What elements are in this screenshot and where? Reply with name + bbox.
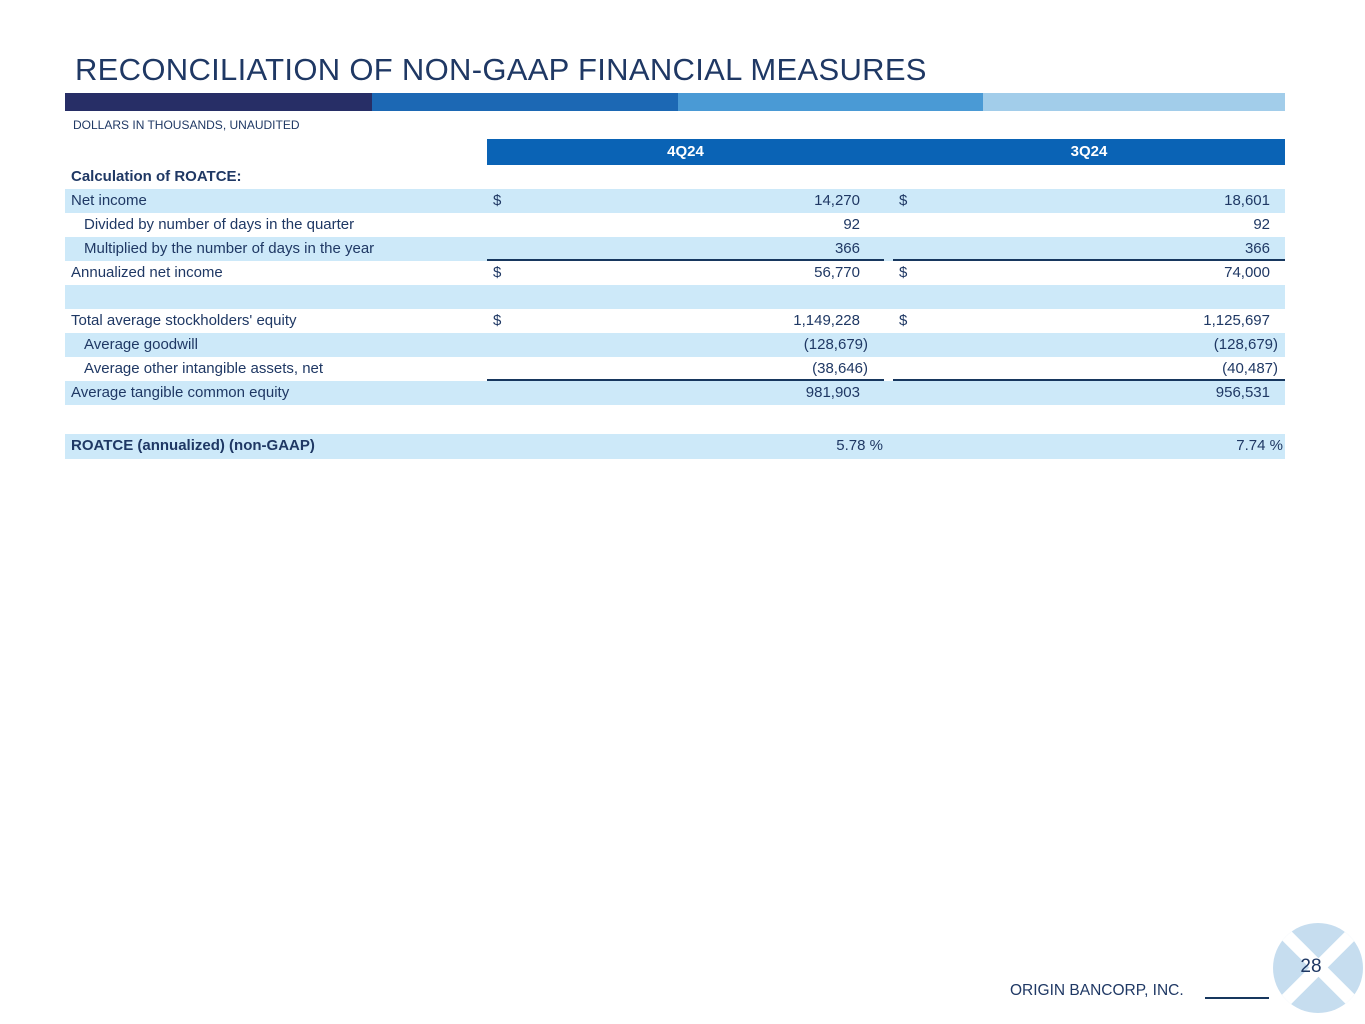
- value-3q24-cell: 366: [893, 237, 1285, 261]
- value-4q24-cell: (38,646): [487, 357, 884, 381]
- value-3q24-cell: [893, 165, 1285, 189]
- row-label: Average other intangible assets, net: [84, 360, 324, 377]
- value-4q24: 14,270: [814, 192, 860, 209]
- column-gap: [884, 213, 893, 237]
- row-label: Average goodwill: [84, 336, 198, 353]
- column-gap: [884, 165, 893, 189]
- origin-bancorp-logo-icon: [1273, 923, 1363, 1013]
- dollar-sign: $: [493, 192, 502, 209]
- value-4q24: 56,770: [814, 264, 860, 281]
- value-4q24: 366: [834, 240, 860, 257]
- value-4q24-cell: [487, 165, 884, 189]
- value-3q24-cell: (128,679): [893, 333, 1285, 357]
- table-row: Average tangible common equity 981,903 956…: [65, 381, 1285, 405]
- row-label: Annualized net income: [71, 264, 223, 281]
- value-3q24-cell: $74,000: [893, 261, 1285, 285]
- column-gap: [884, 381, 893, 405]
- value-4q24-cell: $1,149,228: [487, 309, 884, 333]
- value-4q24-cell: $14,270: [487, 189, 884, 213]
- spacer-row: [65, 405, 1285, 434]
- value-4q24: (38,646): [812, 360, 868, 377]
- column-gap: [884, 434, 893, 459]
- column-gap: [884, 309, 893, 333]
- value-3q24-cell: 956,531: [893, 381, 1285, 405]
- dollar-sign: $: [493, 312, 502, 329]
- column-gap: [884, 333, 893, 357]
- table-row: Annualized net income $56,770 $74,000: [65, 261, 1285, 285]
- table-row: Average goodwill (128,679) (128,679): [65, 333, 1285, 357]
- value-3q24-cell: $1,125,697: [893, 309, 1285, 333]
- value-3q24: 92: [1253, 216, 1270, 233]
- value-4q24-cell: 366: [487, 237, 884, 261]
- value-3q24: 74,000: [1224, 264, 1270, 281]
- value-3q24: (40,487): [1222, 360, 1278, 377]
- dollar-sign: $: [899, 264, 908, 281]
- column-header-gap: [884, 139, 893, 165]
- value-3q24: 956,531: [1215, 384, 1270, 401]
- dollar-sign: $: [493, 264, 502, 281]
- accent-bar-segment-4: [983, 93, 1285, 111]
- dollar-sign: $: [899, 312, 908, 329]
- dollar-sign: $: [899, 192, 908, 209]
- value-4q24-cell: 92: [487, 213, 884, 237]
- accent-color-bar: [65, 93, 1285, 111]
- value-4q24-cell: $56,770: [487, 261, 884, 285]
- footer-company-name: ORIGIN BANCORP, INC.: [1010, 982, 1184, 999]
- column-gap: [884, 237, 893, 261]
- table-row: ROATCE (annualized) (non-GAAP) 5.78 % 7.74…: [65, 434, 1285, 459]
- table-header-bar: 4Q24 3Q24: [487, 139, 1285, 165]
- units-note: DOLLARS IN THOUSANDS, UNAUDITED: [73, 118, 300, 132]
- row-label: ROATCE (annualized) (non-GAAP): [71, 437, 315, 454]
- table-row: Divided by number of days in the quarter…: [65, 213, 1285, 237]
- section-header-row: Calculation of ROATCE:: [65, 165, 1285, 189]
- page-title: RECONCILIATION OF NON-GAAP FINANCIAL MEA…: [75, 52, 927, 87]
- column-gap: [884, 189, 893, 213]
- column-header-4q24: 4Q24: [667, 143, 704, 160]
- value-4q24-cell: (128,679): [487, 333, 884, 357]
- value-3q24: 1,125,697: [1203, 312, 1270, 329]
- value-4q24-cell: 5.78 %: [487, 434, 884, 459]
- value-4q24: 92: [843, 216, 860, 233]
- value-3q24-cell: $18,601: [893, 189, 1285, 213]
- value-3q24-cell: 92: [893, 213, 1285, 237]
- accent-bar-segment-2: [372, 93, 678, 111]
- table-row: Net income $14,270 $18,601: [65, 189, 1285, 213]
- table-row: Total average stockholders' equity $1,149…: [65, 309, 1285, 333]
- value-4q24-cell: 981,903: [487, 381, 884, 405]
- value-4q24: 1,149,228: [793, 312, 860, 329]
- table-body: Calculation of ROATCE: Net income $14,270 $…: [65, 165, 1285, 459]
- value-4q24: 981,903: [805, 384, 860, 401]
- column-gap: [884, 357, 893, 381]
- value-3q24: (128,679): [1213, 336, 1278, 353]
- accent-bar-segment-1: [65, 93, 372, 111]
- row-label: Average tangible common equity: [71, 384, 290, 401]
- value-3q24-cell: (40,487): [893, 357, 1285, 381]
- value-4q24: 5.78 %: [836, 437, 883, 454]
- value-3q24: 366: [1244, 240, 1270, 257]
- table-row: Average other intangible assets, net (38,…: [65, 357, 1285, 381]
- value-3q24-cell: 7.74 %: [893, 434, 1285, 459]
- footer-rule-line: [1205, 997, 1269, 999]
- reconciliation-table: 4Q24 3Q24 Calculation of ROATCE: Net inco…: [65, 139, 1285, 459]
- row-label: Total average stockholders' equity: [71, 312, 297, 329]
- value-3q24: 7.74 %: [1236, 437, 1283, 454]
- value-3q24: 18,601: [1224, 192, 1270, 209]
- table-row: Multiplied by the number of days in the …: [65, 237, 1285, 261]
- column-gap: [884, 261, 893, 285]
- accent-bar-segment-3: [678, 93, 983, 111]
- spacer-row: [65, 285, 1285, 309]
- column-header-3q24: 3Q24: [1070, 143, 1108, 160]
- value-4q24: (128,679): [803, 336, 868, 353]
- row-label: Multiplied by the number of days in the …: [84, 240, 375, 257]
- row-label: Divided by number of days in the quarter: [84, 216, 355, 233]
- row-label: Net income: [71, 192, 147, 209]
- page-number: 28: [1300, 956, 1322, 977]
- row-label: Calculation of ROATCE:: [71, 168, 242, 185]
